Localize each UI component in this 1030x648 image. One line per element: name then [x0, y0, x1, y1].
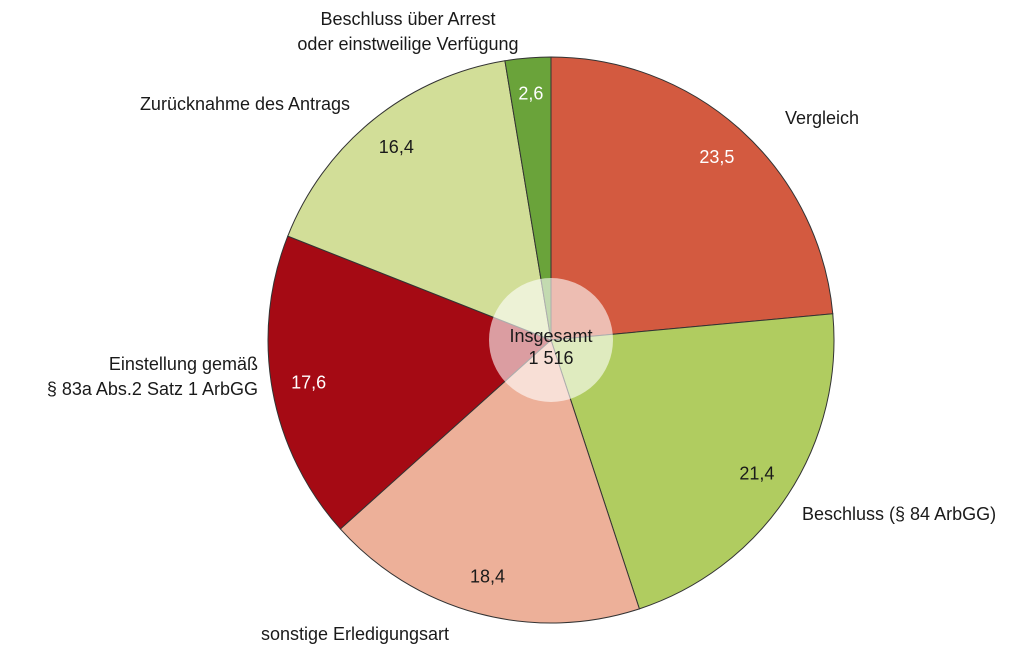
value-label: 18,4	[470, 567, 505, 587]
pie-slice	[550, 56, 834, 341]
category-label: Einstellung gemäß	[109, 354, 258, 374]
value-label: 2,6	[518, 83, 543, 103]
total-label: 1 516	[528, 348, 573, 368]
pie-slice	[339, 339, 641, 624]
center-label: Insgesamt	[509, 326, 592, 346]
pie-slice	[287, 60, 552, 341]
pie-slice	[504, 56, 552, 341]
category-label: oder einstweilige Verfügung	[297, 34, 518, 54]
category-label: Zurücknahme des Antrags	[140, 94, 350, 114]
pie-slice	[267, 235, 552, 530]
category-label: § 83a Abs.2 Satz 1 ArbGG	[47, 379, 258, 399]
category-label: Beschluss über Arrest	[320, 9, 495, 29]
pie-slice	[550, 313, 835, 610]
center-circle	[489, 278, 613, 402]
category-label: sonstige Erledigungsart	[261, 624, 449, 644]
value-label: 23,5	[699, 147, 734, 167]
category-label: Beschluss (§ 84 ArbGG)	[802, 504, 996, 524]
category-label: Vergleich	[785, 108, 859, 128]
value-label: 17,6	[291, 372, 326, 392]
value-label: 21,4	[739, 464, 774, 484]
value-label: 16,4	[379, 137, 414, 157]
